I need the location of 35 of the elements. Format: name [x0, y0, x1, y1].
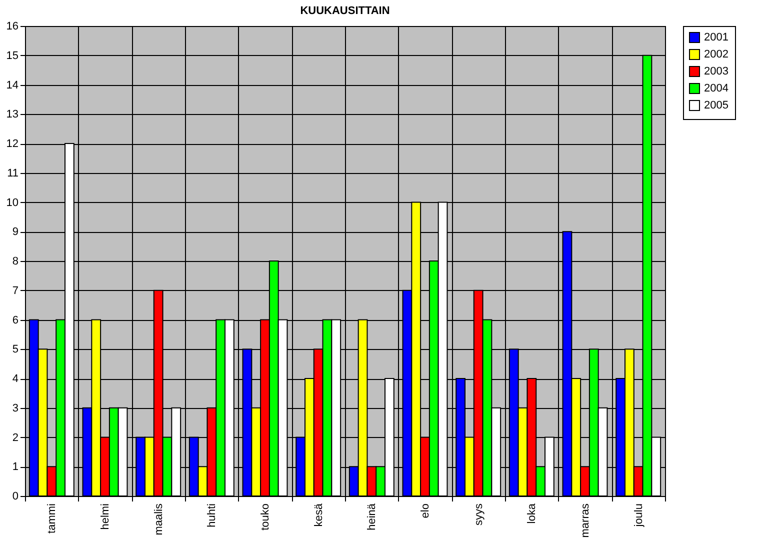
legend-label: 2002	[704, 48, 728, 60]
x-tick-label: tammi	[46, 504, 58, 534]
y-tick-label: 4	[12, 373, 18, 385]
legend-label: 2004	[704, 82, 728, 94]
y-tick-label: 14	[6, 79, 18, 92]
y-tick-label: 8	[12, 256, 18, 268]
y-tick-label: 11	[7, 167, 18, 180]
y-tick-label: 2	[12, 432, 18, 444]
y-tick-label: 10	[6, 196, 18, 209]
y-tick-label: 12	[6, 138, 18, 150]
x-tick-label: kesä	[312, 502, 325, 527]
y-tick-label: 6	[12, 314, 18, 326]
y-tick-label: 5	[12, 344, 18, 356]
y-tick-label: 3	[12, 402, 18, 414]
x-tick-label: heinä	[366, 502, 378, 530]
legend-label: 2003	[704, 66, 728, 78]
chart-title: KUUKAUSITTAIN	[300, 5, 390, 17]
y-tick-label: 9	[12, 226, 18, 238]
y-tick-label: 0	[12, 490, 18, 502]
x-tick-label: elo	[420, 504, 432, 518]
x-tick-label: touko	[260, 504, 272, 530]
y-tick-label: 1	[12, 461, 18, 474]
x-tick-label: joulu	[632, 504, 645, 528]
legend-label: 2001	[704, 32, 728, 44]
x-tick-label: helmi	[100, 504, 112, 530]
x-tick-label: syys	[472, 503, 485, 526]
y-tick-label: 7	[12, 284, 18, 297]
legend-label: 2005	[704, 100, 728, 112]
y-tick-label: 15	[6, 50, 18, 62]
y-tick-label: 13	[6, 108, 18, 121]
x-tick-label: huhti	[206, 504, 218, 528]
x-tick-label: maalis	[152, 503, 165, 536]
x-tick-label: loka	[526, 502, 538, 524]
x-tick-label: marras	[580, 503, 592, 538]
y-tick-label: 16	[6, 20, 18, 32]
